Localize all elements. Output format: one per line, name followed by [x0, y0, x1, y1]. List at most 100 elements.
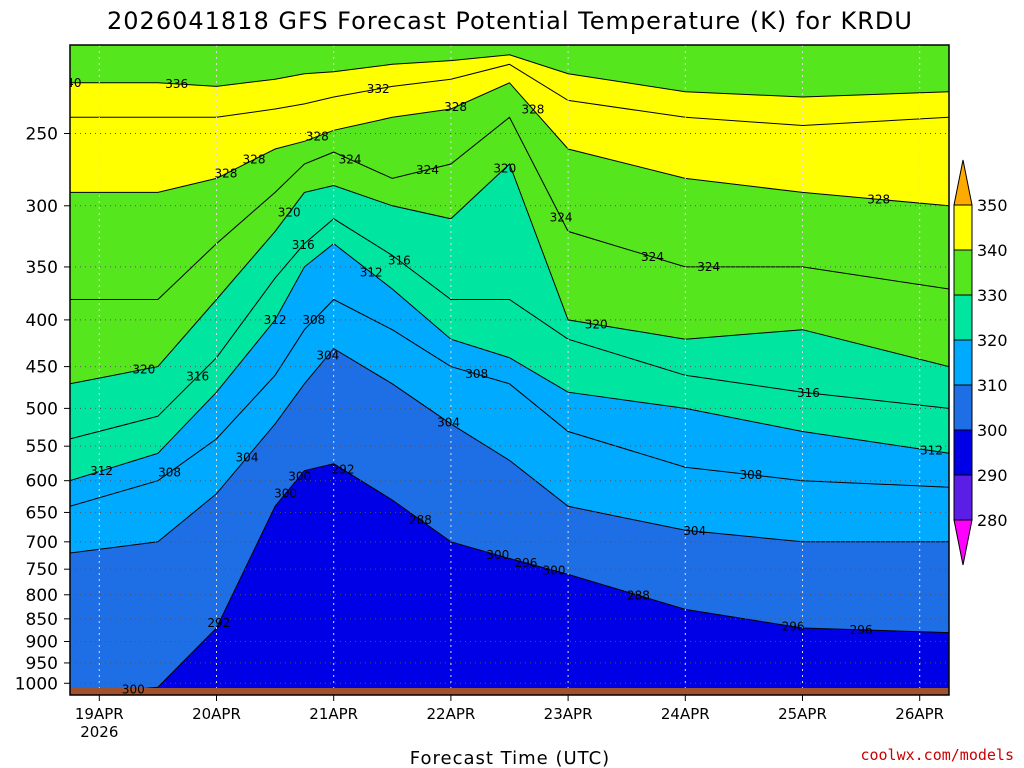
x-tick-label: 24APR: [661, 705, 710, 723]
contour-label: 328: [214, 167, 237, 181]
contour-label: 304: [683, 524, 706, 538]
colorbar-swatch: [953, 429, 973, 476]
x-tick-label: 25APR: [778, 705, 827, 723]
fill-band: [70, 243, 949, 507]
contour-label: 308: [158, 465, 181, 479]
x-tick-label: 19APR: [75, 705, 124, 723]
contour-label: 296: [514, 556, 537, 570]
colorbar-label: 290: [977, 466, 1008, 485]
fill-band: [70, 82, 949, 300]
colorbar-bottom-arrow: [953, 519, 973, 566]
contour-label: 312: [90, 464, 113, 478]
colorbar-label: 310: [977, 376, 1008, 395]
plot-frame: [69, 44, 950, 696]
x-tick-label: 22APR: [426, 705, 475, 723]
contour-label: 328: [867, 192, 890, 206]
fill-band: [70, 463, 949, 695]
y-tick-label: 550: [26, 437, 58, 457]
y-tick-label: 450: [26, 358, 58, 378]
contour-label: 324: [641, 250, 664, 264]
y-tick-label: 600: [26, 472, 58, 492]
contour-label: 292: [207, 616, 230, 630]
colorbar-legend: 350 340 330 320 310 300 290 280: [953, 159, 1008, 566]
contour-label: 320: [278, 206, 301, 220]
contour-label: 316: [797, 386, 820, 400]
colorbar-swatch: [953, 339, 973, 386]
contour-label: 288: [627, 588, 650, 602]
fill-band: [70, 54, 949, 126]
contour-label: 320: [132, 362, 155, 376]
y-tick-label: 950: [26, 654, 58, 674]
colorbar-swatch: [953, 204, 973, 251]
fill-band: [70, 64, 949, 206]
y-tick-label: 750: [26, 560, 58, 580]
contour-label: 312: [360, 266, 383, 280]
contour-label: 324: [339, 153, 362, 167]
contour-label: 300: [288, 469, 311, 483]
contour-label: 308: [302, 313, 325, 327]
colorbar-label: 330: [977, 286, 1008, 305]
y-tick-label: 350: [26, 258, 58, 278]
credit-text: coolwx.com/models: [860, 746, 1014, 764]
grid-lines: [70, 45, 949, 695]
contour-label: 304: [236, 450, 259, 464]
x-tick-sublabel: 2026: [80, 723, 118, 741]
contour-label: 336: [165, 77, 188, 91]
contour-label: 328: [444, 100, 467, 114]
contour-label: 296: [850, 623, 873, 637]
contour-label: 288: [409, 513, 432, 527]
y-axis: 2503003504004505005506006507007508008509…: [15, 124, 70, 694]
isentrope-336: [70, 54, 949, 98]
contour-label: 300: [543, 564, 566, 578]
x-axis-title: Forecast Time (UTC): [410, 748, 610, 768]
isentrope-308: [70, 298, 949, 507]
fill-band: [70, 45, 949, 97]
y-tick-label: 250: [26, 124, 58, 144]
colorbar-swatch: [953, 249, 973, 296]
contour-label: 292: [332, 463, 355, 477]
isentrope-304: [70, 347, 949, 554]
y-tick-label: 700: [26, 533, 58, 553]
contour-label: 300: [122, 682, 145, 696]
y-tick-label: 400: [26, 311, 58, 331]
colorbar-swatch: [953, 474, 973, 521]
colorbar-label: 300: [977, 421, 1008, 440]
colorbar-label: 350: [977, 196, 1008, 215]
contour-label: 328: [306, 130, 329, 144]
fill-band: [70, 348, 949, 695]
y-tick-label: 900: [26, 632, 58, 652]
contour-label: 296: [782, 620, 805, 634]
contour-label: 324: [416, 163, 439, 177]
y-tick-label: 300: [26, 197, 58, 217]
x-tick-label: 23APR: [544, 705, 593, 723]
ground-surface: [70, 688, 949, 695]
contour-label: 308: [739, 468, 762, 482]
y-tick-label: 500: [26, 399, 58, 419]
y-tick-label: 850: [26, 610, 58, 630]
colorbar-swatch: [953, 384, 973, 431]
y-tick-label: 1000: [15, 674, 58, 694]
plot-area: 340 328 324 336 332 324 328 328 328 316 328 320 324 3…: [70, 45, 949, 696]
contour-label: 328: [243, 153, 266, 167]
contour-label: 308: [465, 367, 488, 381]
contour-label: 304: [437, 415, 460, 429]
contour-label: 300: [274, 487, 297, 501]
y-tick-label: 650: [26, 503, 58, 523]
contour-label: 328: [521, 102, 544, 116]
fill-band: [70, 117, 949, 384]
fill-band: [70, 299, 949, 553]
fill-bands: [70, 45, 949, 695]
contour-labels: 340 328 324 336 332 324 328 328 328 316 328 320 324 3…: [70, 76, 943, 696]
x-tick-label: 26APR: [895, 705, 944, 723]
contour-label: 316: [388, 254, 411, 268]
contour-label: 316: [186, 369, 209, 383]
chart-title: 2026041818 GFS Forecast Potential Temper…: [107, 7, 913, 35]
contour-label: 316: [292, 238, 315, 252]
colorbar-label: 320: [977, 331, 1008, 350]
fill-band: [70, 218, 949, 481]
contour-label: 324: [697, 260, 720, 274]
x-tick-label: 20APR: [192, 705, 241, 723]
contour-label: 324: [550, 211, 573, 225]
